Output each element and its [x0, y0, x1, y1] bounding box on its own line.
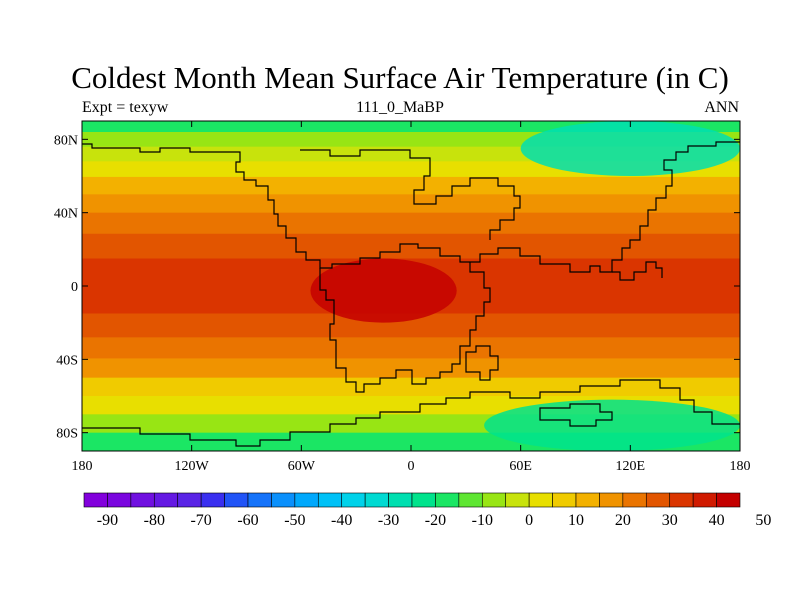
map-title: Coldest Month Mean Surface Air Temperatu… [71, 60, 729, 95]
temperature-band [82, 337, 740, 359]
x-axis-tick-label: 60W [288, 459, 316, 474]
x-axis-tick-label: 180 [72, 459, 93, 474]
colorbar-swatch [388, 492, 413, 508]
colorbar-label: 0 [525, 512, 533, 529]
colorbar-swatch [435, 492, 460, 508]
y-axis-tick-label: 40N [54, 207, 78, 222]
colorbar-swatch [505, 492, 530, 508]
colorbar-label: 20 [615, 512, 631, 529]
colorbar-swatch [411, 492, 436, 508]
coastline-antarctic-margin [82, 379, 740, 447]
colorbar-label: 10 [568, 512, 584, 529]
colorbar-label: -50 [284, 512, 305, 529]
time-period-label: 111_0_MaBP [356, 99, 444, 116]
coastline-antarctic-island [539, 403, 613, 427]
temperature-region [484, 399, 740, 451]
colorbar-label: -20 [425, 512, 446, 529]
colorbar-label: -70 [190, 512, 211, 529]
temperature-region [520, 121, 740, 176]
colorbar-swatch [224, 492, 249, 508]
colorbar-swatch [247, 492, 272, 508]
colorbar-swatch [341, 492, 366, 508]
coastline-north-landmass-inner [300, 149, 521, 240]
colorbar-swatch [692, 492, 717, 508]
temperature-region [310, 258, 457, 323]
temperature-field [82, 121, 740, 451]
colorbar-swatch [622, 492, 647, 508]
colorbar-swatch [481, 492, 507, 508]
coastline-north-landmass [82, 141, 740, 273]
colorbar-label: -30 [378, 512, 399, 529]
colorbar-swatch [317, 492, 343, 508]
x-axis-tick-label: 180 [730, 459, 751, 474]
colorbar-label: 40 [709, 512, 725, 529]
colorbar-label: -80 [144, 512, 165, 529]
colorbar-swatch [153, 492, 179, 508]
colorbar-swatch [107, 492, 132, 508]
y-axis-tick-label: 40S [56, 353, 78, 368]
x-axis-tick-label: 120W [175, 459, 210, 474]
y-axis-tick-label: 80N [54, 133, 78, 148]
colorbar-swatch [83, 492, 108, 508]
colorbar-swatch [552, 492, 577, 508]
colorbar-label: -60 [237, 512, 258, 529]
colorbar-label: 30 [662, 512, 678, 529]
colorbar-swatch [575, 492, 600, 508]
colorbar-swatch [716, 492, 741, 508]
temperature-band [82, 176, 740, 195]
experiment-label: Expt = texyw [82, 99, 169, 116]
temperature-band [82, 233, 740, 259]
colorbar-swatch [599, 492, 624, 508]
colorbar-label: -40 [331, 512, 352, 529]
colorbar: -90 -80 -70 -60 -50 -40 -30 -20 -10 0 10 20 30 40 50 [83, 492, 771, 529]
colorbar-swatch [200, 492, 225, 508]
colorbar-swatch [364, 492, 389, 508]
colorbar-swatch [528, 492, 553, 508]
colorbar-swatch [271, 492, 296, 508]
colorbar-label: -90 [97, 512, 118, 529]
map-axes: 180 120W 60W 0 60E 120E 180 80N 40N 0 40S 80S [54, 121, 751, 474]
coastline-south-islands [465, 345, 499, 381]
x-axis-tick-label: 0 [408, 459, 415, 474]
colorbar-swatch [294, 492, 319, 508]
colorbar-label: 50 [755, 512, 771, 529]
temperature-band [82, 358, 740, 379]
season-label: ANN [704, 99, 739, 116]
x-axis-tick-label: 60E [509, 459, 532, 474]
colorbar-label: -10 [472, 512, 493, 529]
colorbar-swatch [130, 492, 155, 508]
colorbar-swatch [177, 492, 202, 508]
colorbar-swatch [645, 492, 671, 508]
coastline-south-landmass [319, 262, 491, 393]
x-axis-tick-label: 120E [616, 459, 646, 474]
temperature-band [82, 194, 740, 214]
colorbar-swatch [669, 492, 694, 508]
continent-outlines [82, 141, 740, 447]
y-axis-tick-label: 0 [71, 280, 78, 295]
colorbar-swatch [458, 492, 483, 508]
y-axis-tick-label: 80S [56, 427, 78, 442]
coastline-southeast-lobe [612, 261, 663, 281]
temperature-band [82, 212, 740, 235]
